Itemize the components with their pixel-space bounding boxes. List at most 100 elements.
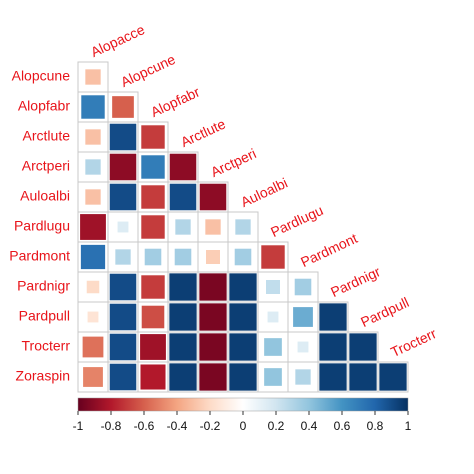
colorbar-tick-label: 0.2 <box>268 419 285 433</box>
row-label: Arctperi <box>22 158 70 174</box>
corr-square <box>141 215 165 239</box>
column-label: Pardmont <box>298 230 360 270</box>
column-label: Alopacce <box>88 21 147 60</box>
corr-square <box>199 183 227 211</box>
corr-square <box>199 303 227 331</box>
row-label: Pardmont <box>9 248 70 264</box>
column-label: Alopcune <box>118 51 178 90</box>
row-label: Alopfabr <box>18 98 70 114</box>
corr-square <box>140 334 166 360</box>
corr-square <box>109 183 137 211</box>
corr-square <box>169 333 197 361</box>
corr-square <box>319 333 347 361</box>
corr-square <box>109 363 137 391</box>
corr-square <box>109 123 137 151</box>
corr-square <box>229 273 257 301</box>
corr-square <box>295 369 311 385</box>
corr-square <box>199 273 227 301</box>
corr-square <box>234 248 252 266</box>
corr-square <box>205 219 221 235</box>
corr-square <box>379 363 407 391</box>
corr-square <box>85 69 101 85</box>
column-label: Pardnigr <box>328 263 383 300</box>
corr-square <box>117 221 129 233</box>
colorbar-tick-label: -0.4 <box>167 419 188 433</box>
column-label: Trocterr <box>388 325 439 360</box>
column-label: Pardpull <box>358 294 411 330</box>
row-label: Arctlute <box>23 128 71 144</box>
corr-square <box>80 244 106 270</box>
corr-square <box>199 333 227 361</box>
colorbar-tick-label: 0.4 <box>301 419 318 433</box>
corr-square <box>169 153 197 181</box>
corr-square <box>297 341 309 353</box>
corr-square <box>81 95 105 119</box>
corr-square <box>144 248 162 266</box>
row-label: Auloalbi <box>20 188 70 204</box>
corr-square <box>261 245 285 269</box>
column-label: Arctlute <box>178 115 228 150</box>
corr-square <box>349 363 377 391</box>
corr-square <box>206 250 220 264</box>
corr-square <box>141 305 165 329</box>
row-label: Pardlugu <box>14 218 70 234</box>
row-label: Pardnigr <box>17 278 70 294</box>
corr-square <box>169 183 197 211</box>
corr-square <box>85 189 101 205</box>
corr-square <box>141 185 165 209</box>
column-label: Arctperi <box>208 145 258 180</box>
colorbar-tick-label: 0.6 <box>334 419 351 433</box>
corr-square <box>319 363 347 391</box>
colorbar-tick-label: -1 <box>73 419 84 433</box>
row-label: Pardpull <box>19 308 70 324</box>
corr-square <box>229 363 257 391</box>
corr-square <box>109 333 137 361</box>
colorbar-tick-label: -0.8 <box>101 419 122 433</box>
colorbar-tick-label: 0.8 <box>367 419 384 433</box>
colorbar <box>77 397 409 412</box>
corr-square <box>169 303 197 331</box>
row-label: Zoraspin <box>16 368 70 384</box>
corr-square <box>294 278 312 296</box>
colorbar-tick-label: -0.2 <box>200 419 221 433</box>
corr-square <box>85 129 101 145</box>
column-label: Auloalbi <box>238 175 290 211</box>
column-label: Alopfabr <box>148 83 202 120</box>
corr-square <box>141 125 165 149</box>
corr-square <box>82 336 104 358</box>
corr-square <box>109 273 137 301</box>
corr-square <box>174 248 192 266</box>
corr-square <box>80 214 106 240</box>
corr-square <box>229 303 257 331</box>
corr-square <box>115 249 131 265</box>
corr-square <box>266 280 280 294</box>
corr-square <box>169 273 197 301</box>
corr-square <box>319 303 347 331</box>
row-label: Alopcune <box>12 68 71 84</box>
corr-square <box>109 153 137 181</box>
column-label: Pardlugu <box>268 202 326 240</box>
colorbar-tick-label: -0.6 <box>134 419 155 433</box>
corr-square <box>86 280 100 294</box>
corr-square <box>267 311 279 323</box>
corr-square <box>293 307 313 327</box>
corr-square <box>199 363 227 391</box>
corr-square <box>141 275 165 299</box>
corr-square <box>85 159 101 175</box>
colorbar-tick-label: 1 <box>405 419 412 433</box>
corr-square <box>140 364 166 390</box>
corr-square <box>229 333 257 361</box>
corr-square <box>87 311 99 323</box>
corr-square <box>169 363 197 391</box>
corr-square <box>175 219 191 235</box>
corr-square <box>109 303 137 331</box>
corr-square <box>141 155 165 179</box>
corr-square <box>235 219 251 235</box>
corr-square <box>349 333 377 361</box>
colorbar-tick-label: 0 <box>240 419 247 433</box>
corr-square <box>264 338 282 356</box>
row-label: Trocterr <box>22 338 71 354</box>
corr-square <box>83 367 103 387</box>
